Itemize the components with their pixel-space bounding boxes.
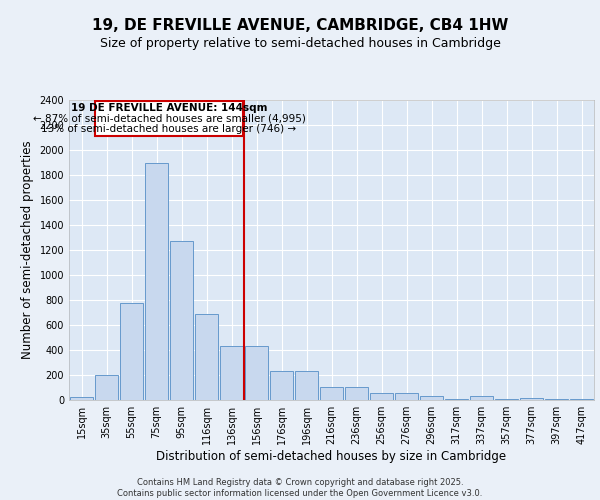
Bar	[370, 392, 394, 400]
Text: ← 87% of semi-detached houses are smaller (4,995): ← 87% of semi-detached houses are smalle…	[32, 114, 305, 124]
Bar	[95, 101, 243, 136]
Bar	[245, 346, 268, 400]
Bar	[419, 396, 443, 400]
Bar	[295, 371, 319, 400]
Bar	[145, 162, 169, 400]
X-axis label: Distribution of semi-detached houses by size in Cambridge: Distribution of semi-detached houses by …	[157, 450, 506, 463]
Bar	[320, 387, 343, 400]
Bar	[494, 399, 518, 400]
Bar	[220, 346, 244, 400]
Text: Contains HM Land Registry data © Crown copyright and database right 2025.
Contai: Contains HM Land Registry data © Crown c…	[118, 478, 482, 498]
Bar	[470, 396, 493, 400]
Bar	[344, 387, 368, 400]
Text: 13% of semi-detached houses are larger (746) →: 13% of semi-detached houses are larger (…	[41, 124, 296, 134]
Bar	[194, 314, 218, 400]
Bar	[445, 399, 469, 400]
Bar	[119, 303, 143, 400]
Bar	[395, 392, 418, 400]
Bar	[95, 375, 118, 400]
Text: Size of property relative to semi-detached houses in Cambridge: Size of property relative to semi-detach…	[100, 38, 500, 51]
Bar	[520, 398, 544, 400]
Bar	[70, 397, 94, 400]
Bar	[269, 371, 293, 400]
Y-axis label: Number of semi-detached properties: Number of semi-detached properties	[21, 140, 34, 360]
Text: 19, DE FREVILLE AVENUE, CAMBRIDGE, CB4 1HW: 19, DE FREVILLE AVENUE, CAMBRIDGE, CB4 1…	[92, 18, 508, 32]
Bar	[170, 240, 193, 400]
Text: 19 DE FREVILLE AVENUE: 144sqm: 19 DE FREVILLE AVENUE: 144sqm	[71, 104, 267, 114]
